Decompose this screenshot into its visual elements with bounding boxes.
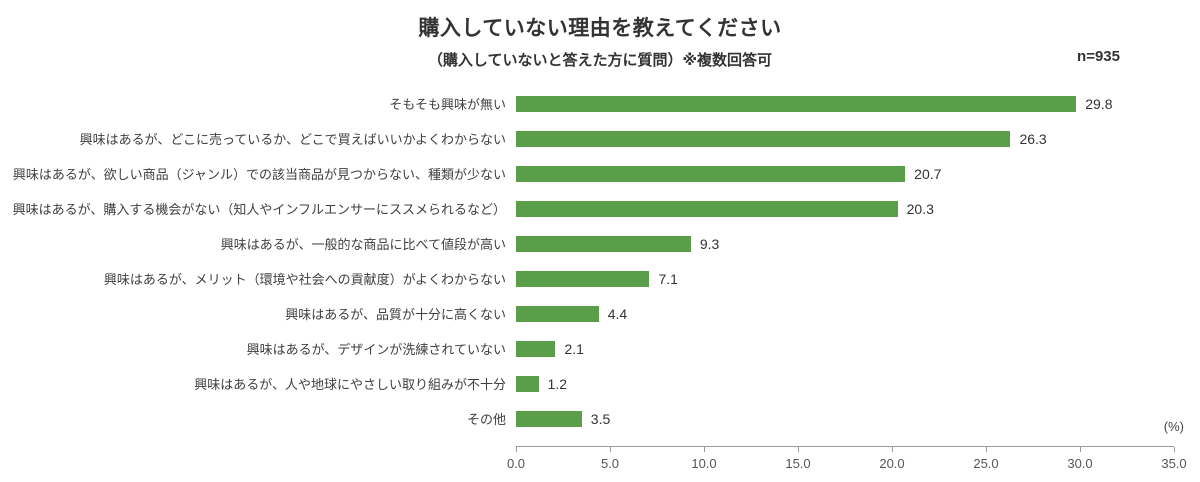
value-label: 20.3 <box>906 200 934 217</box>
bar <box>516 130 1011 147</box>
tick-mark <box>1079 447 1081 452</box>
bar <box>516 95 1077 112</box>
tick-label: 25.0 <box>973 456 999 471</box>
bar-row: 興味はあるが、品質が十分に高くない 4.4 <box>0 296 1174 331</box>
bar-row: 興味はあるが、どこに売っているか、どこで買えばいいかよくわからない 26.3 <box>0 121 1174 156</box>
x-axis: (%) 0.0 5.0 10.0 15.0 20.0 25.0 30.0 35.0 <box>507 419 1187 482</box>
category-label: その他 <box>466 412 506 427</box>
value-label: 20.7 <box>914 165 942 182</box>
category-label: 興味はあるが、欲しい商品（ジャンル）での該当商品が見つからない、種類が少ない <box>12 167 506 182</box>
category-label: 興味はあるが、購入する機会がない（知人やインフルエンサーにススメられるなど） <box>12 202 506 217</box>
bar-track: 20.7 <box>516 156 1174 191</box>
value-label: 9.3 <box>699 235 720 252</box>
category-label: そもそも興味が無い <box>389 97 506 112</box>
x-axis-unit-label: (%) <box>1163 419 1184 434</box>
tick-label: 30.0 <box>1067 456 1093 471</box>
chart-subtitle: （購入していないと答えた方に質問）※複数回答可 <box>427 52 773 69</box>
bar-rows: そもそも興味が無い 29.8 興味はあるが、どこに売っているか、どこで買えばいいかよ… <box>0 86 1174 436</box>
bar <box>516 165 906 182</box>
tick-mark <box>515 447 517 452</box>
bar <box>516 235 691 252</box>
value-label: 2.1 <box>564 340 584 357</box>
tick-label: 35.0 <box>1161 456 1187 471</box>
bar <box>516 200 898 217</box>
bar <box>516 340 556 357</box>
value-label: 7.1 <box>658 270 678 287</box>
chart-header: 購入していない理由を教えてください （購入していないと答えた方に質問）※複数回答… <box>0 0 1200 70</box>
category-label: 興味はあるが、品質が十分に高くない <box>285 307 506 322</box>
value-label: 29.8 <box>1085 95 1113 112</box>
bar-row: その他 3.5 <box>0 401 1174 436</box>
category-label: 興味はあるが、どこに売っているか、どこで買えばいいかよくわからない <box>79 132 506 147</box>
tick-label: 20.0 <box>879 456 905 471</box>
bar-row: 興味はあるが、欲しい商品（ジャンル）での該当商品が見つからない、種類が少ない 20… <box>0 156 1174 191</box>
category-label: 興味はあるが、メリット（環境や社会への貢献度）がよくわからない <box>103 272 506 287</box>
category-label: 興味はあるが、人や地球にやさしい取り組みが不十分 <box>194 377 506 392</box>
tick-mark <box>609 447 611 452</box>
tick-mark <box>797 447 799 452</box>
category-label: 興味はあるが、一般的な商品に比べて値段が高い <box>220 237 506 252</box>
bar-track: 26.3 <box>516 121 1174 156</box>
bar-row: 興味はあるが、一般的な商品に比べて値段が高い 9.3 <box>0 226 1174 261</box>
bar <box>516 375 539 392</box>
bar-chart: そもそも興味が無い 29.8 興味はあるが、どこに売っているか、どこで買えばいいかよ… <box>0 86 1200 436</box>
bar-track: 9.3 <box>516 226 1174 261</box>
bar-track: 1.2 <box>516 366 1174 401</box>
tick-mark <box>1173 447 1175 452</box>
bar <box>516 270 650 287</box>
bar-track: 7.1 <box>516 261 1174 296</box>
bar-track: 4.4 <box>516 296 1174 331</box>
tick-label: 15.0 <box>785 456 811 471</box>
x-axis-row: (%) 0.0 5.0 10.0 15.0 20.0 25.0 30.0 35.0 <box>0 419 1200 482</box>
value-label: 4.4 <box>607 305 628 322</box>
bar-row: 興味はあるが、購入する機会がない（知人やインフルエンサーにススメられるなど） 20… <box>0 191 1174 226</box>
tick-label: 0.0 <box>506 456 526 471</box>
axis-spacer <box>0 436 516 482</box>
bar-track: 20.3 <box>516 191 1174 226</box>
bar-track: 29.8 <box>516 86 1174 121</box>
tick-label: 10.0 <box>691 456 717 471</box>
category-label: 興味はあるが、デザインが洗練されていない <box>246 342 506 357</box>
tick-label: 5.0 <box>600 456 620 471</box>
value-label: 1.2 <box>547 375 568 392</box>
value-label: 26.3 <box>1019 130 1047 147</box>
tick-mark <box>703 447 705 452</box>
bar-row: 興味はあるが、メリット（環境や社会への貢献度）がよくわからない 7.1 <box>0 261 1174 296</box>
tick-mark <box>985 447 987 452</box>
bar-track: 3.5 <box>516 401 1174 436</box>
bar-row: そもそも興味が無い 29.8 <box>0 86 1174 121</box>
bar <box>516 410 582 427</box>
bar-row: 興味はあるが、人や地球にやさしい取り組みが不十分 1.2 <box>0 366 1174 401</box>
chart-title: 購入していない理由を教えてください <box>418 17 782 40</box>
bar-row: 興味はあるが、デザインが洗練されていない 2.1 <box>0 331 1174 366</box>
tick-mark <box>891 447 893 452</box>
sample-size-label: n=935 <box>1077 48 1120 65</box>
bar <box>516 305 599 322</box>
bar-track: 2.1 <box>516 331 1174 366</box>
value-label: 3.5 <box>590 410 611 427</box>
